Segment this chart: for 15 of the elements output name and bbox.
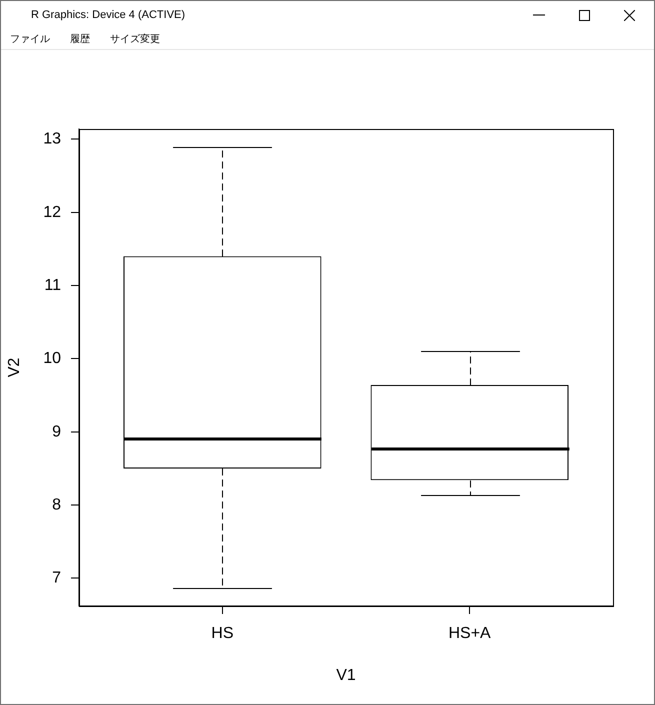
- y-tick-label: 10: [43, 350, 62, 368]
- x-axis-title: V1: [336, 666, 356, 684]
- y-axis-title: V2: [6, 358, 24, 378]
- y-tick-label: 8: [52, 496, 62, 514]
- text: サイズ変更: [110, 33, 160, 47]
- text: R Graphics: Device 4 (ACTIVE): [31, 8, 186, 23]
- y-tick-label: 12: [43, 204, 62, 221]
- y-tick-label: 13: [43, 130, 62, 148]
- y-tick-label: 9: [52, 423, 62, 440]
- y-tick-label: 11: [44, 276, 62, 294]
- text: ファイル: [10, 33, 50, 47]
- x-tick-label: HS+A: [448, 625, 492, 642]
- text: 履歴: [70, 33, 90, 47]
- x-tick-label: HS: [211, 625, 234, 642]
- y-tick-label: 7: [52, 570, 62, 587]
